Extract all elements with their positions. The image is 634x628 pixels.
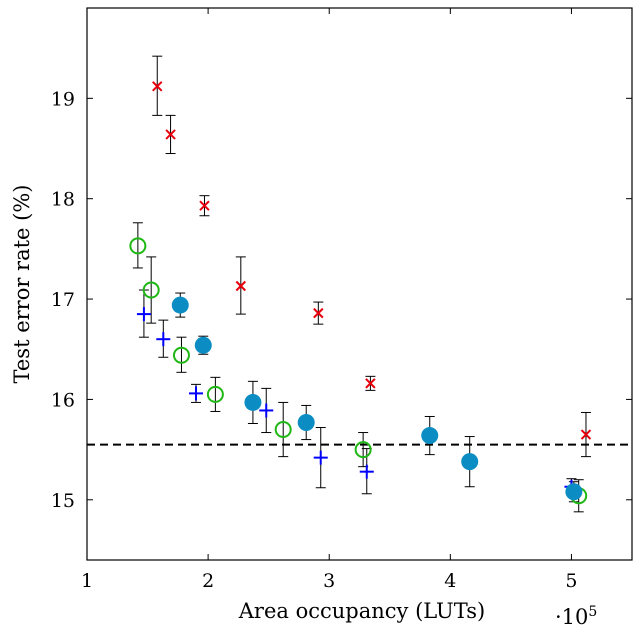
data-point-open-circle	[142, 281, 160, 299]
data-point-cross	[313, 307, 324, 319]
cross-stroke	[152, 81, 163, 92]
y-axis-title: Test error rate (%)	[10, 185, 34, 384]
x-tick-label: 2	[202, 570, 214, 592]
error-bar	[278, 401, 289, 458]
cross-stroke	[235, 280, 247, 292]
data-point-plus	[136, 307, 151, 322]
data-point-plus	[189, 386, 203, 401]
cross-stroke	[165, 129, 176, 140]
data-point-plus	[359, 464, 374, 479]
data-point-filled-circle	[565, 483, 583, 501]
data-point-cross	[365, 378, 376, 389]
data-point-open-circle	[172, 346, 190, 364]
y-tick-label: 17	[51, 289, 75, 311]
data-point-open-circle	[129, 237, 147, 255]
data-point-open-circle	[274, 421, 292, 439]
y-tick-label: 15	[51, 490, 75, 512]
error-bar	[210, 376, 221, 412]
data-point-cross	[199, 200, 210, 211]
data-point-plus	[156, 332, 171, 347]
x-tick-label: 4	[444, 570, 456, 592]
x-axis-multiplier: ·105	[555, 604, 597, 628]
x-tick-label: 3	[323, 570, 335, 592]
data-point-filled-circle	[171, 296, 189, 314]
data-point-open-circle	[206, 385, 224, 403]
x-axis-multiplier-exponent: 5	[588, 604, 597, 620]
data-point-plus	[313, 450, 328, 465]
data-point-filled-circle	[421, 427, 439, 445]
plot-frame	[86, 7, 633, 561]
data-point-filled-circle	[297, 414, 315, 432]
x-tick-label: 1	[81, 570, 93, 592]
error-bars	[132, 55, 591, 513]
data-point-cross	[165, 129, 176, 140]
y-tick-label: 16	[51, 389, 75, 411]
y-tick-label: 19	[51, 88, 75, 110]
markers	[129, 81, 592, 505]
x-tick-label: 5	[565, 570, 577, 592]
data-point-open-circle	[354, 441, 372, 459]
error-bar	[132, 222, 143, 269]
y-tick-label: 18	[51, 189, 75, 211]
x-axis-multiplier-base: ·10	[555, 605, 588, 628]
x-axis-title: Area occupancy (LUTs)	[238, 599, 485, 623]
cross-stroke	[199, 200, 210, 211]
data-point-cross	[580, 429, 592, 440]
data-point-filled-circle	[461, 453, 479, 471]
data-point-cross	[152, 81, 163, 92]
data-point-filled-circle	[194, 336, 212, 354]
error-bar	[176, 336, 187, 373]
cross-stroke	[365, 378, 376, 389]
cross-stroke	[313, 307, 324, 319]
data-point-cross	[235, 280, 247, 292]
data-point-plus	[259, 403, 274, 418]
error-bar	[146, 256, 157, 324]
cross-stroke	[580, 429, 592, 440]
axis-ticks: 1 2 3 4 5 15 16 17 18 19	[51, 8, 632, 592]
data-point-filled-circle	[244, 393, 262, 411]
